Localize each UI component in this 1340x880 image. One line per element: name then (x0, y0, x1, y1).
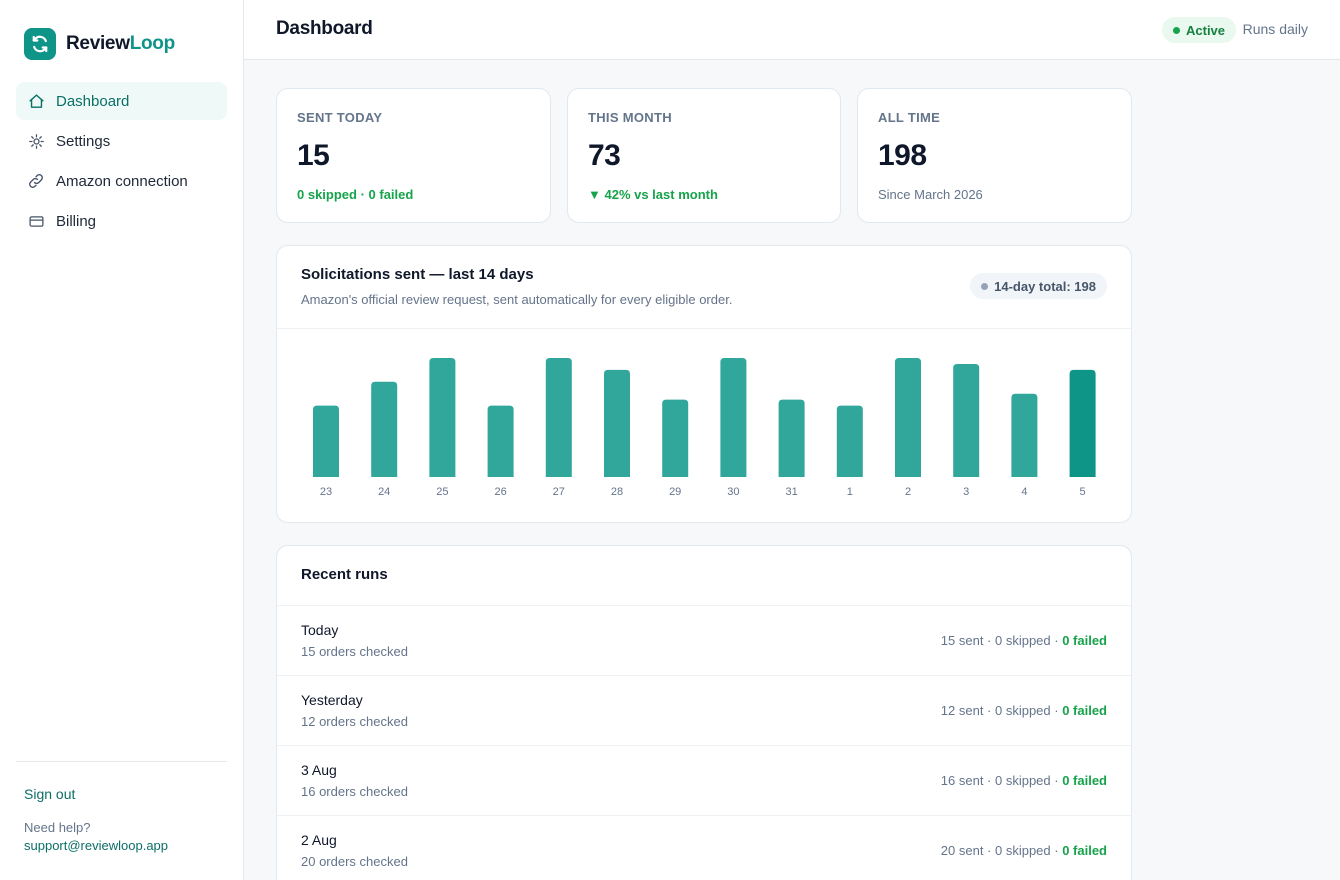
run-orders: 15 orders checked (301, 644, 408, 659)
chart-bar-31[interactable] (778, 399, 805, 477)
refresh-logo-icon (24, 28, 56, 60)
total-label: 14-day total: 198 (994, 278, 1096, 294)
solicitations-chart-card: Solicitations sent — last 14 days Amazon… (276, 245, 1132, 523)
total-dot-icon (981, 282, 989, 290)
sidebar: ReviewLoop Dashboard Settings Amazon con… (0, 0, 244, 880)
status-badge: Active (1162, 17, 1237, 43)
runs-title: Recent runs (301, 566, 388, 583)
run-orders: 16 orders checked (301, 784, 408, 799)
run-failed: 0 failed (1062, 703, 1107, 718)
sidebar-item-billing[interactable]: Billing (16, 202, 227, 240)
brand[interactable]: ReviewLoop (24, 28, 175, 60)
status-label: Active (1186, 22, 1226, 38)
top-bar: Dashboard Active Runs daily (244, 0, 1340, 60)
stat-value: 198 (878, 139, 927, 172)
run-date: 3 Aug (301, 762, 337, 778)
stat-card-this-month: THIS MONTH 73 ▼ 42% vs last month (567, 88, 841, 223)
chart-tick-label: 4 (1021, 486, 1027, 498)
chart-tick-label: 24 (378, 486, 390, 498)
chart-bar-3[interactable] (953, 363, 980, 477)
chart-bar-26[interactable] (487, 405, 514, 477)
chart-tick-label: 25 (436, 486, 448, 498)
chart-tick-label: 28 (611, 486, 623, 498)
gear-icon (27, 132, 45, 150)
page-title: Dashboard (276, 18, 373, 39)
chart-subtitle: Amazon's official review request, sent a… (301, 292, 733, 307)
chart-tick-label: 29 (669, 486, 681, 498)
run-stats: 12 sent · 0 skipped · 0 failed (940, 703, 1107, 718)
chart-tick-label: 30 (727, 486, 739, 498)
chart-tick-label: 27 (553, 486, 565, 498)
total-badge: 14-day total: 198 (970, 273, 1107, 299)
stat-card-sent-today: SENT TODAY 15 0 skipped · 0 failed (276, 88, 551, 223)
stat-label: SENT TODAY (297, 110, 383, 125)
run-row[interactable]: 2 Aug 20 orders checked 20 sent · 0 skip… (277, 815, 1131, 880)
chart-bar-28[interactable] (604, 369, 630, 477)
chart-bar-25[interactable] (429, 358, 456, 477)
stat-value: 73 (588, 139, 621, 172)
credit-card-icon (27, 212, 45, 230)
chart-tick-label: 26 (494, 486, 506, 498)
bar-chart: 23 24 25 26 27 28 29 30 31 1 2 3 4 5 (313, 358, 1096, 498)
chart-bar-23[interactable] (313, 405, 339, 477)
chart-bar-2[interactable] (895, 358, 921, 477)
stat-card-all-time: ALL TIME 198 Since March 2026 (857, 88, 1132, 223)
chart-bar-30[interactable] (720, 358, 747, 477)
help-text: Need help? (24, 820, 91, 835)
home-icon (27, 92, 45, 110)
run-stats: 16 sent · 0 skipped · 0 failed (940, 773, 1107, 788)
run-failed: 0 failed (1062, 633, 1107, 648)
run-stats: 15 sent · 0 skipped · 0 failed (940, 633, 1107, 648)
chart-bar-5[interactable] (1069, 369, 1096, 477)
stat-label: ALL TIME (878, 110, 941, 125)
recent-runs-card: Recent runs Today 15 orders checked 15 s… (276, 545, 1132, 880)
stat-sub: Since March 2026 (878, 187, 983, 202)
schedule-text: Runs daily (1242, 21, 1308, 37)
sidebar-footer: Sign out Need help? support@reviewloop.a… (16, 761, 227, 853)
stat-sub: 0 skipped · 0 failed (297, 187, 414, 202)
run-date: 2 Aug (301, 832, 337, 848)
stat-value: 15 (297, 139, 330, 172)
run-orders: 12 orders checked (301, 714, 408, 729)
run-row[interactable]: 3 Aug 16 orders checked 16 sent · 0 skip… (277, 745, 1131, 815)
stat-sub: ▼ 42% vs last month (588, 187, 718, 202)
sidebar-item-amazon-connection[interactable]: Amazon connection (16, 162, 227, 200)
link-icon (27, 172, 45, 190)
sidebar-item-label: Dashboard (56, 92, 130, 110)
sign-out-link[interactable]: Sign out (24, 786, 76, 802)
chart-bar-4[interactable] (1011, 393, 1038, 477)
sidebar-item-label: Settings (56, 132, 111, 150)
chart-tick-label: 1 (847, 486, 853, 498)
chart-tick-label: 5 (1080, 486, 1086, 498)
run-orders: 20 orders checked (301, 854, 408, 869)
run-row[interactable]: Yesterday 12 orders checked 12 sent · 0 … (277, 675, 1131, 745)
chart-tick-label: 31 (785, 486, 797, 498)
sidebar-item-label: Billing (56, 212, 97, 230)
sidebar-item-settings[interactable]: Settings (16, 122, 227, 160)
chart-bar-1[interactable] (836, 405, 863, 477)
sidebar-item-dashboard[interactable]: Dashboard (16, 82, 227, 120)
chart-bar-29[interactable] (662, 399, 689, 477)
chart-tick-label: 2 (905, 486, 911, 498)
run-stats: 20 sent · 0 skipped · 0 failed (940, 843, 1107, 858)
chart-bar-27[interactable] (545, 358, 572, 477)
runs-list: Today 15 orders checked 15 sent · 0 skip… (277, 605, 1131, 880)
support-email-link[interactable]: support@reviewloop.app (24, 838, 169, 853)
chart-divider (277, 328, 1131, 329)
sidebar-item-label: Amazon connection (56, 172, 188, 190)
chart-bar-24[interactable] (371, 381, 398, 477)
chart-tick-label: 23 (320, 486, 332, 498)
run-failed: 0 failed (1062, 773, 1107, 788)
run-date: Today (301, 622, 339, 638)
stat-label: THIS MONTH (588, 110, 672, 125)
run-failed: 0 failed (1062, 843, 1107, 858)
run-row[interactable]: Today 15 orders checked 15 sent · 0 skip… (277, 605, 1131, 675)
status-dot-icon (1173, 26, 1180, 34)
run-date: Yesterday (301, 692, 363, 708)
chart-tick-label: 3 (963, 486, 969, 498)
sidebar-nav: Dashboard Settings Amazon connection Bil… (16, 82, 227, 242)
brand-name: ReviewLoop (66, 33, 175, 54)
chart-title: Solicitations sent — last 14 days (301, 266, 534, 283)
